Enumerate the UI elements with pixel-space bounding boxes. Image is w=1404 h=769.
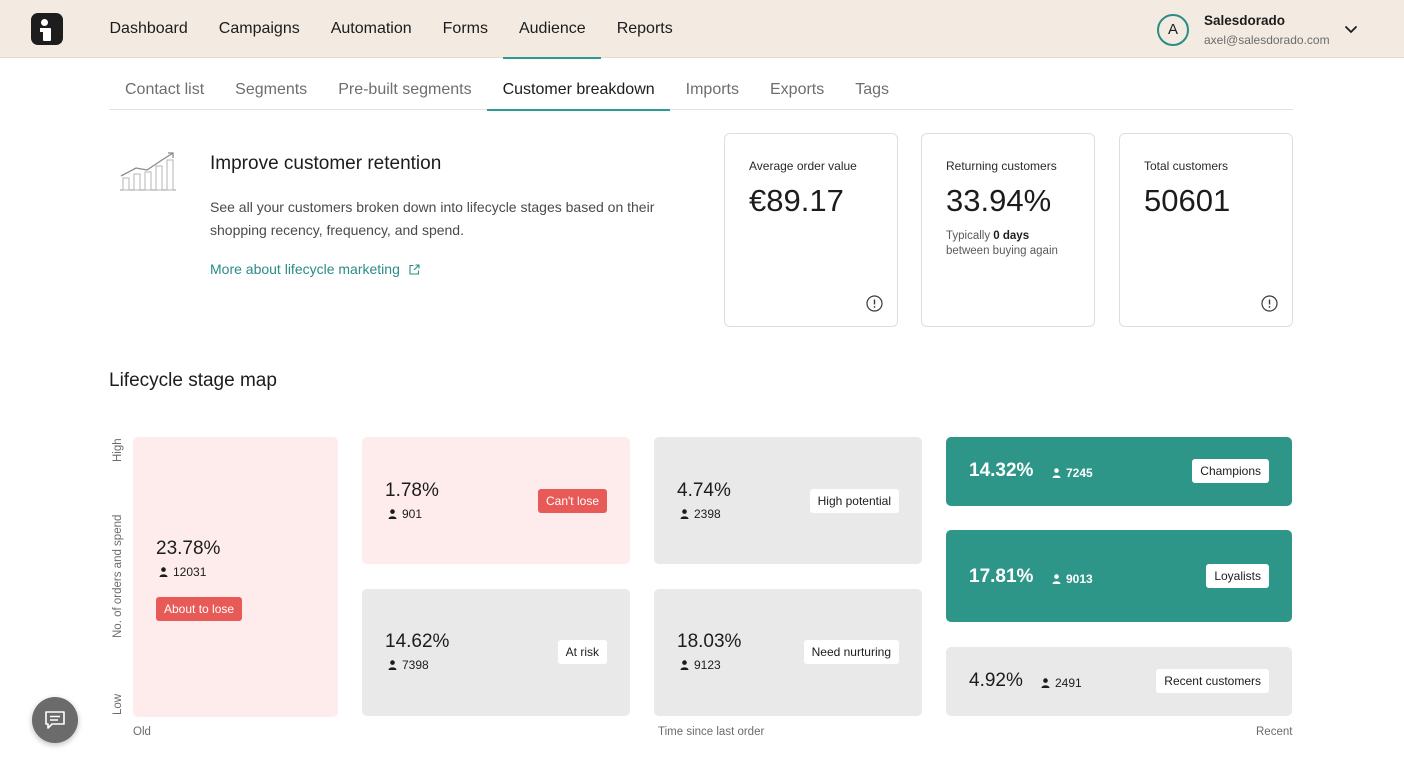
- nav-item-audience[interactable]: Audience: [503, 0, 601, 59]
- sub-nav: Contact list Segments Pre-built segments…: [109, 70, 1293, 111]
- segment-percent: 14.62%: [385, 631, 450, 652]
- stat-card-average-order-value: Average order value €89.17: [724, 133, 898, 327]
- segment-percent: 4.74%: [677, 480, 731, 501]
- chat-button[interactable]: [32, 697, 78, 743]
- tab-segments[interactable]: Segments: [235, 81, 308, 98]
- y-axis-high-label: High: [112, 438, 124, 462]
- tab-exports[interactable]: Exports: [770, 81, 825, 98]
- y-axis-label: No. of orders and spend: [112, 514, 124, 638]
- user-email: axel@salesdorado.com: [1204, 33, 1330, 47]
- segment-loyalists[interactable]: 17.81% 9013 Loyalists: [946, 530, 1292, 622]
- segment-count: 12031: [159, 565, 206, 579]
- x-axis-recent-label: Recent: [1256, 726, 1293, 738]
- segment-percent: 1.78%: [385, 480, 439, 501]
- stat-value: 50601: [1144, 183, 1231, 218]
- nav-item-dashboard[interactable]: Dashboard: [109, 20, 188, 37]
- intro-title: Improve customer retention: [210, 153, 442, 174]
- person-icon: [680, 660, 689, 670]
- segment-tag: Can't lose: [538, 489, 607, 513]
- tab-pre-built-segments[interactable]: Pre-built segments: [338, 81, 472, 98]
- nav-item-forms[interactable]: Forms: [442, 20, 488, 37]
- person-icon: [159, 567, 168, 577]
- segment-tag: High potential: [809, 489, 899, 513]
- segment-count: 9013: [1052, 572, 1093, 586]
- nav-item-campaigns[interactable]: Campaigns: [218, 20, 300, 37]
- segment-tag: Champions: [1192, 459, 1269, 483]
- lifecycle-marketing-link-label: More about lifecycle marketing: [210, 261, 400, 277]
- tab-tags[interactable]: Tags: [855, 81, 890, 98]
- segment-cant-lose[interactable]: 1.78% 901 Can't lose: [362, 437, 630, 564]
- person-icon: [1041, 678, 1050, 688]
- segment-percent: 17.81%: [969, 566, 1034, 587]
- segment-champions[interactable]: 14.32% 7245 Champions: [946, 437, 1292, 506]
- segment-tag: At risk: [557, 640, 607, 664]
- segment-high-potential[interactable]: 4.74% 2398 High potential: [654, 437, 922, 564]
- lifecycle-marketing-link[interactable]: More about lifecycle marketing: [210, 261, 420, 277]
- info-icon[interactable]: [1261, 295, 1278, 312]
- person-icon: [1052, 574, 1061, 584]
- external-link-icon: [409, 263, 420, 275]
- x-axis-label: Time since last order: [658, 726, 765, 738]
- stat-card-total-customers: Total customers 50601: [1119, 133, 1293, 327]
- segment-percent: 23.78%: [156, 538, 221, 559]
- person-icon: [388, 660, 397, 670]
- chevron-down-icon[interactable]: [1344, 22, 1358, 36]
- segment-count: 7398: [388, 658, 429, 672]
- growth-chart-icon: [120, 152, 176, 191]
- lifecycle-map-title: Lifecycle stage map: [109, 370, 277, 391]
- y-axis-low-label: Low: [112, 693, 124, 715]
- stat-card-returning-customers: Returning customers 33.94% Typically 0 d…: [921, 133, 1095, 327]
- segment-need-nurturing[interactable]: 18.03% 9123 Need nurturing: [654, 589, 922, 716]
- stat-note: Typically 0 days between buying again: [946, 230, 1058, 257]
- top-bar: Dashboard Campaigns Automation Forms Aud…: [0, 0, 1404, 59]
- stat-label: Average order value: [749, 159, 857, 173]
- main-nav: Dashboard Campaigns Automation Forms Aud…: [94, 0, 688, 59]
- segment-at-risk[interactable]: 14.62% 7398 At risk: [362, 589, 630, 716]
- tab-contact-list[interactable]: Contact list: [125, 81, 205, 98]
- user-name: Salesdorado: [1204, 13, 1286, 28]
- x-axis-old-label: Old: [133, 726, 151, 738]
- tab-customer-breakdown[interactable]: Customer breakdown: [487, 70, 671, 111]
- user-menu[interactable]: A Salesdorado axel@salesdorado.com: [1157, 12, 1377, 48]
- stat-value: €89.17: [749, 183, 844, 218]
- stat-label: Returning customers: [946, 159, 1057, 173]
- segment-tag: Loyalists: [1206, 564, 1269, 588]
- segment-recent-customers[interactable]: 4.92% 2491 Recent customers: [946, 647, 1292, 716]
- person-icon: [680, 509, 689, 519]
- avatar: A: [1157, 14, 1189, 46]
- intro-description: See all your customers broken down into …: [210, 199, 655, 238]
- segment-count: 2398: [680, 507, 721, 521]
- segment-count: 9123: [680, 658, 721, 672]
- info-icon[interactable]: [866, 295, 883, 312]
- brand-logo-icon[interactable]: [31, 13, 63, 45]
- nav-item-reports[interactable]: Reports: [616, 20, 673, 37]
- nav-item-automation[interactable]: Automation: [330, 20, 412, 37]
- segment-percent: 4.92%: [969, 670, 1023, 691]
- stat-value: 33.94%: [946, 183, 1052, 218]
- segment-count: 2491: [1041, 676, 1082, 690]
- segment-tag: Need nurturing: [803, 640, 899, 664]
- segment-count: 901: [388, 507, 422, 521]
- chat-icon: [45, 711, 65, 729]
- segment-percent: 18.03%: [677, 631, 742, 652]
- segment-about-to-lose[interactable]: 23.78% 12031 About to lose: [133, 437, 338, 717]
- person-icon: [388, 509, 397, 519]
- segment-percent: 14.32%: [969, 460, 1034, 481]
- segment-tag: About to lose: [156, 597, 243, 621]
- tab-imports[interactable]: Imports: [685, 81, 739, 98]
- segment-tag: Recent customers: [1156, 669, 1269, 693]
- segment-count: 7245: [1052, 466, 1093, 480]
- person-icon: [1052, 468, 1061, 478]
- stat-label: Total customers: [1144, 159, 1229, 173]
